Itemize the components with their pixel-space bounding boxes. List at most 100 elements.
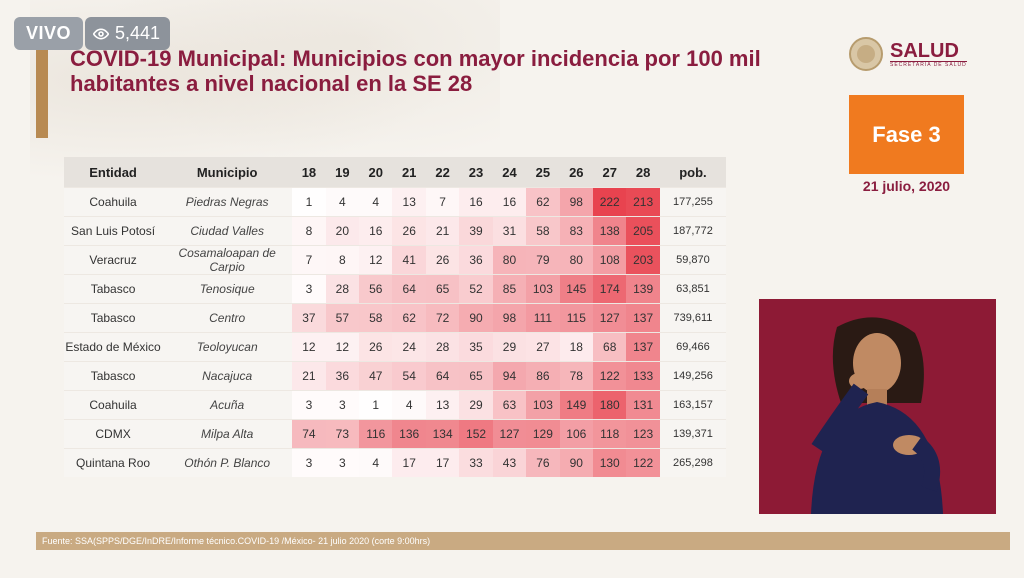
incidence-cell: 205: [626, 216, 660, 246]
incidence-cell: 116: [359, 419, 393, 449]
incidence-cell: 8: [292, 216, 326, 246]
incidence-cell: 103: [526, 274, 560, 304]
column-header: 22: [425, 157, 460, 188]
incidence-cell: 57: [325, 303, 360, 333]
entidad-cell: Tabasco: [64, 303, 163, 333]
incidence-cell: 58: [526, 216, 560, 246]
incidence-cell: 16: [359, 216, 393, 246]
incidence-cell: 145: [559, 274, 594, 304]
incidence-cell: 28: [325, 274, 360, 304]
municipio-cell: Cosamaloapan de Carpio: [162, 245, 293, 275]
incidence-cell: 7: [292, 245, 326, 275]
population-cell: 163,157: [659, 390, 726, 420]
phase-badge: Fase 3: [849, 95, 964, 174]
incidence-cell: 138: [593, 216, 627, 246]
entidad-cell: San Luis Potosí: [64, 216, 163, 246]
incidence-cell: 41: [392, 245, 426, 275]
incidence-cell: 86: [526, 361, 560, 391]
column-header: 20: [359, 157, 393, 188]
population-cell: 139,371: [659, 419, 726, 449]
incidence-cell: 3: [292, 390, 326, 420]
incidence-cell: 52: [459, 274, 493, 304]
table-row: Coahuila Acuña 3 3 1 4 13 29 63 103 149 180 131 163,1…: [64, 390, 726, 420]
municipio-cell: Centro: [162, 303, 293, 333]
incidence-cell: 115: [559, 303, 594, 333]
incidence-cell: 80: [492, 245, 527, 275]
table-row: Estado de México Teoloyucan 12 12 26 24 28 35 29…: [64, 332, 726, 362]
incidence-cell: 13: [392, 187, 426, 217]
incidence-cell: 4: [359, 187, 393, 217]
incidence-cell: 63: [492, 390, 527, 420]
population-cell: 177,255: [659, 187, 726, 217]
incidence-cell: 149: [559, 390, 594, 420]
salud-logo: SALUD SECRETARÍA DE SALUD: [848, 36, 967, 72]
incidence-cell: 129: [526, 419, 560, 449]
column-header: 23: [459, 157, 493, 188]
incidence-cell: 62: [392, 303, 426, 333]
incidence-cell: 130: [593, 448, 627, 477]
incidence-cell: 73: [325, 419, 360, 449]
population-cell: 69,466: [659, 332, 726, 362]
incidence-cell: 29: [492, 332, 527, 362]
incidence-cell: 72: [425, 303, 460, 333]
table-row: San Luis Potosí Ciudad Valles 8 20 16 26 21 39 3…: [64, 216, 726, 246]
municipio-cell: Milpa Alta: [162, 419, 293, 449]
incidence-cell: 80: [559, 245, 594, 275]
incidence-cell: 64: [392, 274, 426, 304]
incidence-cell: 3: [325, 390, 360, 420]
municipio-cell: Ciudad Valles: [162, 216, 293, 246]
incidence-cell: 54: [392, 361, 426, 391]
incidence-cell: 1: [359, 390, 393, 420]
incidence-cell: 103: [526, 390, 560, 420]
incidence-cell: 21: [292, 361, 326, 391]
viewer-count: 5,441: [115, 23, 161, 43]
incidence-cell: 58: [359, 303, 393, 333]
incidence-cell: 33: [459, 448, 493, 477]
municipio-cell: Piedras Negras: [162, 187, 293, 217]
incidence-cell: 18: [559, 332, 594, 362]
incidence-cell: 123: [626, 419, 660, 449]
table-row: Tabasco Tenosique 3 28 56 64 65 52 85 103 145 174 13…: [64, 274, 726, 304]
incidence-cell: 7: [425, 187, 460, 217]
table-row: CDMX Milpa Alta 74 73 116 136 134 152 127 129 106 1…: [64, 419, 726, 449]
incidence-cell: 90: [559, 448, 594, 477]
incidence-cell: 78: [559, 361, 594, 391]
incidence-cell: 26: [359, 332, 393, 362]
incidence-cell: 136: [392, 419, 426, 449]
table-header-row: Entidad Municipio 18 19 20 21 22 23 24 25 26 27 28 po…: [64, 157, 726, 188]
municipio-cell: Acuña: [162, 390, 293, 420]
incidence-cell: 4: [359, 448, 393, 477]
incidence-cell: 137: [626, 303, 660, 333]
incidence-cell: 27: [526, 332, 560, 362]
incidence-cell: 26: [392, 216, 426, 246]
incidence-cell: 3: [325, 448, 360, 477]
table-row: Tabasco Centro 37 57 58 62 72 90 98 111 115 127 137 7…: [64, 303, 726, 333]
column-header: 26: [559, 157, 594, 188]
incidence-cell: 12: [292, 332, 326, 362]
column-header: Entidad: [64, 157, 163, 188]
population-cell: 149,256: [659, 361, 726, 391]
incidence-cell: 133: [626, 361, 660, 391]
seal-icon: [849, 37, 883, 71]
incidence-cell: 108: [593, 245, 627, 275]
population-cell: 739,611: [659, 303, 726, 333]
entidad-cell: CDMX: [64, 419, 163, 449]
incidence-cell: 47: [359, 361, 393, 391]
incidence-cell: 94: [492, 361, 527, 391]
column-header: 21: [392, 157, 426, 188]
incidence-cell: 36: [459, 245, 493, 275]
incidence-cell: 118: [593, 419, 627, 449]
incidence-cell: 106: [559, 419, 594, 449]
incidence-cell: 12: [359, 245, 393, 275]
logo-title: SALUD: [890, 39, 959, 62]
column-header: 19: [325, 157, 360, 188]
column-header: 24: [492, 157, 527, 188]
incidence-cell: 36: [325, 361, 360, 391]
incidence-cell: 17: [425, 448, 460, 477]
column-header: 18: [292, 157, 326, 188]
incidence-cell: 90: [459, 303, 493, 333]
column-header: 28: [626, 157, 660, 188]
incidence-cell: 21: [425, 216, 460, 246]
entidad-cell: Veracruz: [64, 245, 163, 275]
municipio-cell: Nacajuca: [162, 361, 293, 391]
